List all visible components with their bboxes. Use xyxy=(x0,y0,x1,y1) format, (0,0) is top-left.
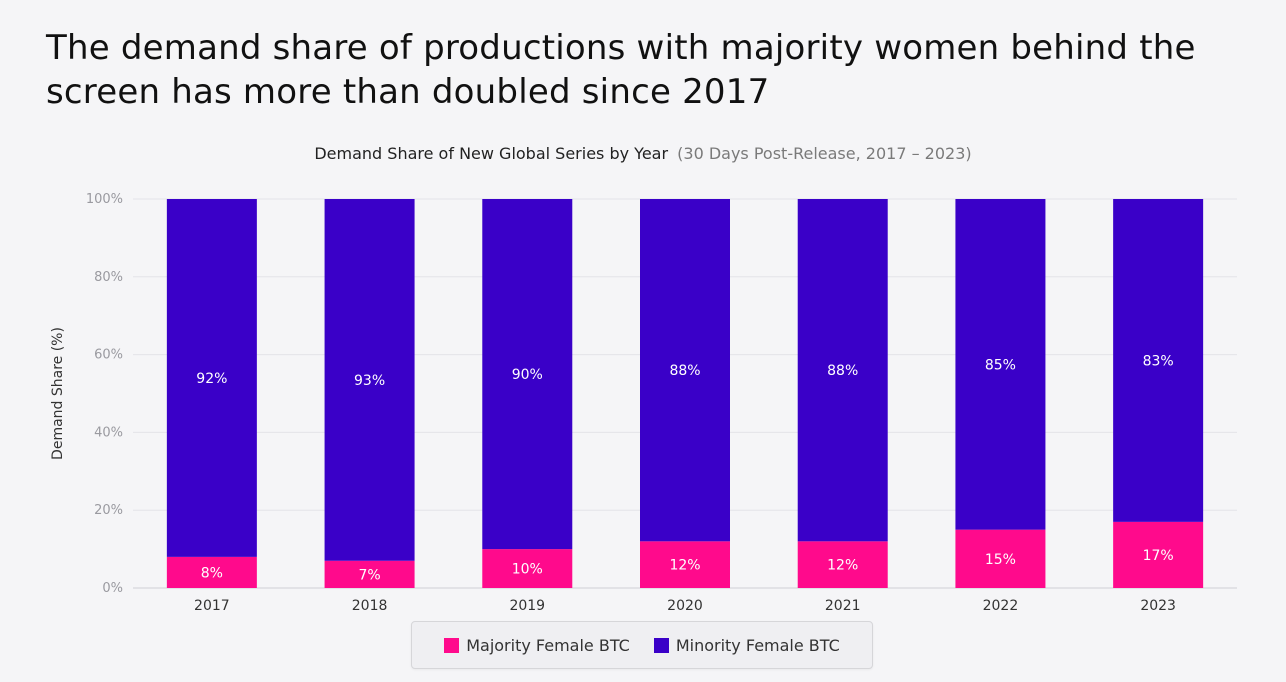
x-tick-label: 2023 xyxy=(1140,598,1176,614)
data-label: 10% xyxy=(512,562,543,578)
x-tick-label: 2021 xyxy=(825,598,861,614)
bar-minority xyxy=(955,199,1046,530)
data-label: 12% xyxy=(669,558,700,574)
page-headline: The demand share of productions with maj… xyxy=(46,28,1196,112)
chart-legend: Majority Female BTC Minority Female BTC xyxy=(411,621,873,669)
bar-minority xyxy=(166,199,257,557)
data-label: 83% xyxy=(1143,353,1174,369)
bar-majority xyxy=(640,541,730,588)
chart-title: Demand Share of New Global Series by Yea… xyxy=(0,144,1286,163)
data-label: 88% xyxy=(669,363,700,379)
y-tick-label: 0% xyxy=(102,581,123,596)
y-tick-label: 60% xyxy=(94,348,123,363)
data-label: 93% xyxy=(354,373,385,389)
legend-swatch-majority xyxy=(444,637,460,653)
bar-majority xyxy=(797,541,888,588)
y-tick-label: 20% xyxy=(94,503,123,518)
y-tick-label: 40% xyxy=(94,425,123,440)
x-tick-label: 2017 xyxy=(194,598,230,614)
legend-item-minority[interactable]: Minority Female BTC xyxy=(653,635,840,655)
data-label: 12% xyxy=(827,558,858,574)
y-axis-label: Demand Share (%) xyxy=(50,327,66,460)
legend-swatch-minority xyxy=(653,637,669,653)
bar-majority xyxy=(324,560,415,588)
x-tick-label: 2018 xyxy=(352,598,388,614)
x-tick-label: 2020 xyxy=(667,598,703,614)
legend-label-majority: Majority Female BTC xyxy=(466,635,630,655)
bar-minority xyxy=(640,199,730,542)
data-label: 8% xyxy=(201,565,223,581)
bar-majority xyxy=(1113,521,1204,588)
y-tick-label: 100% xyxy=(86,192,123,207)
bar-minority xyxy=(324,199,415,561)
bar-majority xyxy=(482,549,573,588)
y-tick-label: 80% xyxy=(94,270,123,285)
data-label: 7% xyxy=(358,567,380,583)
x-tick-label: 2019 xyxy=(509,598,545,614)
data-label: 92% xyxy=(196,371,227,387)
chart-title-main: Demand Share of New Global Series by Yea… xyxy=(314,144,669,163)
data-label: 15% xyxy=(985,552,1016,568)
bar-majority xyxy=(166,556,257,588)
data-label: 85% xyxy=(985,357,1016,373)
bar-majority xyxy=(955,529,1046,588)
x-tick-label: 2022 xyxy=(983,598,1019,614)
bar-minority xyxy=(1113,199,1204,522)
chart-subtitle: (30 Days Post-Release, 2017 – 2023) xyxy=(677,144,972,163)
legend-item-majority[interactable]: Majority Female BTC xyxy=(444,636,630,655)
data-label: 90% xyxy=(512,367,543,383)
data-label: 88% xyxy=(827,363,858,379)
bar-minority xyxy=(797,199,888,542)
legend-label-minority: Minority Female BTC xyxy=(675,635,840,655)
bar-minority xyxy=(482,199,573,550)
data-label: 17% xyxy=(1143,548,1174,564)
